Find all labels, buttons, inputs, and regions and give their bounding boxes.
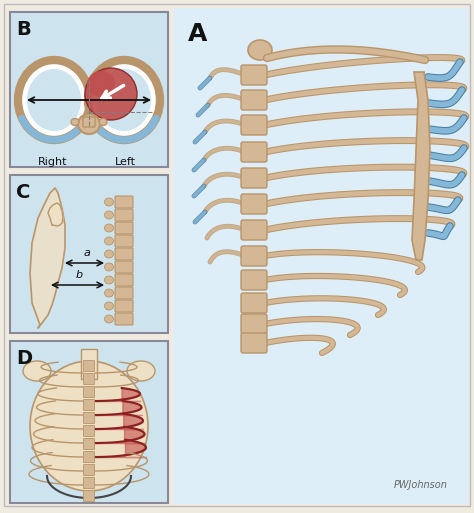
- FancyBboxPatch shape: [115, 235, 133, 247]
- Ellipse shape: [104, 315, 113, 323]
- FancyBboxPatch shape: [83, 373, 94, 385]
- Ellipse shape: [18, 60, 90, 140]
- Ellipse shape: [104, 250, 113, 258]
- Ellipse shape: [97, 69, 151, 131]
- FancyBboxPatch shape: [83, 386, 94, 398]
- Text: b: b: [76, 270, 83, 280]
- FancyBboxPatch shape: [83, 425, 94, 437]
- FancyBboxPatch shape: [10, 12, 168, 167]
- Ellipse shape: [87, 71, 115, 97]
- Ellipse shape: [104, 198, 113, 206]
- FancyBboxPatch shape: [241, 246, 267, 266]
- FancyBboxPatch shape: [241, 90, 267, 110]
- Ellipse shape: [104, 237, 113, 245]
- Ellipse shape: [23, 361, 51, 381]
- Ellipse shape: [30, 361, 148, 491]
- Ellipse shape: [104, 224, 113, 232]
- FancyBboxPatch shape: [83, 464, 94, 476]
- Ellipse shape: [104, 211, 113, 219]
- FancyBboxPatch shape: [115, 209, 133, 221]
- Ellipse shape: [78, 114, 100, 134]
- FancyBboxPatch shape: [241, 115, 267, 135]
- FancyBboxPatch shape: [241, 194, 267, 214]
- Ellipse shape: [127, 361, 155, 381]
- FancyBboxPatch shape: [241, 168, 267, 188]
- Text: Right: Right: [38, 157, 67, 167]
- FancyBboxPatch shape: [115, 196, 133, 208]
- Polygon shape: [48, 203, 63, 226]
- FancyBboxPatch shape: [115, 261, 133, 273]
- Bar: [81, 349, 97, 379]
- FancyBboxPatch shape: [241, 220, 267, 240]
- FancyBboxPatch shape: [83, 412, 94, 424]
- Polygon shape: [30, 188, 65, 328]
- Ellipse shape: [85, 68, 137, 120]
- FancyBboxPatch shape: [241, 270, 267, 290]
- FancyBboxPatch shape: [241, 142, 267, 162]
- FancyBboxPatch shape: [115, 287, 133, 299]
- Text: A: A: [188, 22, 207, 46]
- Ellipse shape: [248, 40, 272, 60]
- Text: a: a: [83, 248, 90, 258]
- Ellipse shape: [71, 119, 79, 126]
- FancyBboxPatch shape: [83, 478, 94, 488]
- FancyBboxPatch shape: [241, 65, 267, 85]
- Ellipse shape: [99, 119, 107, 126]
- FancyBboxPatch shape: [83, 439, 94, 449]
- FancyBboxPatch shape: [241, 314, 267, 334]
- Text: B: B: [16, 20, 31, 39]
- Text: C: C: [16, 183, 30, 202]
- FancyBboxPatch shape: [115, 222, 133, 234]
- FancyBboxPatch shape: [115, 274, 133, 286]
- FancyBboxPatch shape: [241, 333, 267, 353]
- FancyBboxPatch shape: [241, 293, 267, 313]
- Text: PWJohnson: PWJohnson: [394, 480, 448, 490]
- Ellipse shape: [104, 302, 113, 310]
- Ellipse shape: [104, 276, 113, 284]
- FancyBboxPatch shape: [83, 490, 94, 502]
- FancyBboxPatch shape: [83, 361, 94, 371]
- Ellipse shape: [27, 69, 81, 131]
- FancyBboxPatch shape: [115, 313, 133, 325]
- Text: Left: Left: [115, 157, 136, 167]
- Text: D: D: [16, 349, 32, 368]
- FancyBboxPatch shape: [115, 300, 133, 312]
- FancyBboxPatch shape: [83, 400, 94, 410]
- FancyBboxPatch shape: [10, 175, 168, 333]
- Ellipse shape: [104, 263, 113, 271]
- FancyBboxPatch shape: [10, 341, 168, 503]
- Polygon shape: [412, 72, 430, 260]
- FancyBboxPatch shape: [83, 117, 95, 127]
- Ellipse shape: [104, 289, 113, 297]
- FancyBboxPatch shape: [173, 8, 469, 504]
- FancyBboxPatch shape: [115, 248, 133, 260]
- Ellipse shape: [88, 60, 160, 140]
- FancyBboxPatch shape: [83, 451, 94, 463]
